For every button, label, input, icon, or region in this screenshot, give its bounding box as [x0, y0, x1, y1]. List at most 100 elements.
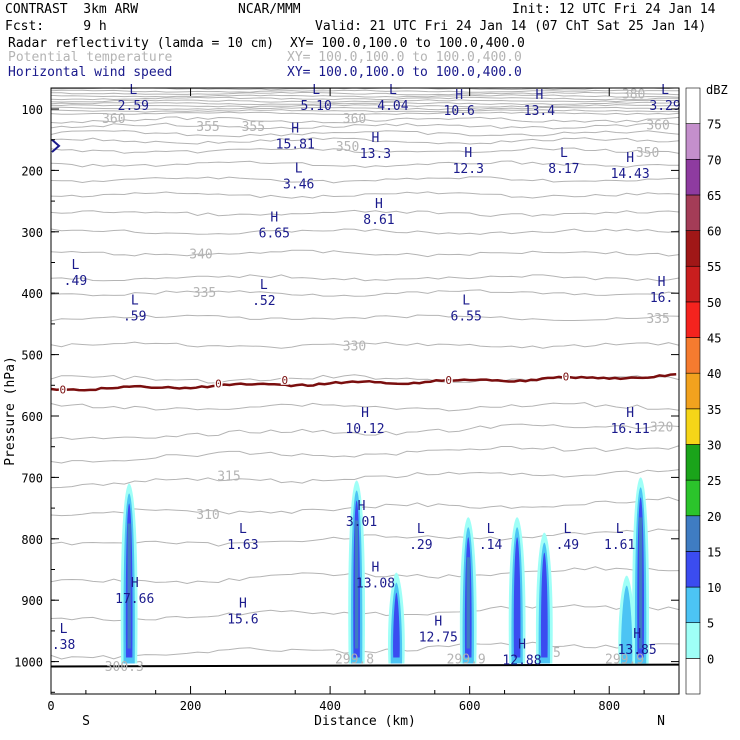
colorbar-label: 40 — [707, 367, 721, 381]
freezing-label-bg — [444, 373, 453, 385]
wind-extremum: H13.3 — [360, 131, 391, 162]
wind-extremum-value: .29 — [409, 538, 432, 553]
wind-extremum-type: L — [129, 83, 137, 98]
theta-contour — [51, 80, 679, 82]
model-source: NCAR/MMM — [238, 2, 301, 17]
reflectivity-cell — [513, 537, 521, 658]
wind-extremum-type: H — [455, 88, 463, 103]
wind-extremum-value: 12.3 — [453, 162, 484, 177]
field-reflectivity-xy: XY= 100.0,100.0 to 100.0,400.0 — [290, 36, 525, 51]
chart-title: CONTRAST 3km ARW — [5, 2, 139, 17]
wind-extremum-value: 1.61 — [604, 538, 635, 553]
colorbar-label: 0 — [707, 652, 714, 666]
colorbar-label: 45 — [707, 332, 721, 346]
field-wind-xy: XY= 100.0,100.0 to 100.0,400.0 — [287, 65, 522, 80]
theta-contour — [51, 496, 679, 517]
wind-extremum-type: L — [260, 278, 268, 293]
wind-extremum-value: 13.4 — [524, 104, 555, 119]
colorbar-swatch — [685, 586, 701, 624]
y-tick-label: 400 — [21, 287, 43, 301]
freezing-label-bg — [58, 383, 67, 395]
theta-label: 360 — [102, 112, 125, 127]
wind-extremum-type: L — [661, 83, 669, 98]
freezing-level-label: 0 — [215, 377, 222, 390]
reflectivity-cell — [634, 487, 647, 664]
wind-extremum: H8.61 — [363, 197, 394, 228]
wind-extremum-value: 12.88 — [502, 653, 541, 668]
wind-extremum-value: .59 — [123, 310, 146, 325]
wind-extremum: L1.61 — [604, 522, 635, 553]
colorbar-label: 70 — [707, 153, 721, 167]
wind-extremum-type: H — [518, 637, 526, 652]
theta-contour — [51, 147, 679, 154]
wind-extremum-type: H — [375, 197, 383, 212]
freezing-level-label: 0 — [60, 384, 67, 397]
colorbar-label: 60 — [707, 225, 721, 239]
theta-contour — [51, 289, 679, 297]
plot-frame — [50, 87, 680, 695]
reflectivity-cell — [538, 542, 551, 664]
wind-extremum-type: H — [131, 576, 139, 591]
reflectivity-cell — [508, 517, 526, 664]
wind-extremum-value: .38 — [52, 638, 75, 653]
theta-contour — [51, 106, 679, 111]
theta-label: 320 — [650, 420, 673, 435]
reflectivity-cell — [355, 520, 359, 649]
theta-contour — [51, 528, 679, 547]
direction-north: N — [657, 714, 665, 729]
colorbar-label: 10 — [707, 581, 721, 595]
theta-contour — [51, 314, 679, 322]
x-tick-label: 0 — [47, 699, 54, 713]
colorbar-swatch — [685, 230, 701, 267]
wind-extremum: L3.46 — [283, 162, 314, 193]
wind-extremum: L.14 — [479, 522, 503, 553]
wind-extremum-value: 3.29 — [649, 99, 680, 114]
wind-extremum: H16.11 — [611, 406, 650, 437]
wind-extremum: L8.17 — [548, 146, 579, 177]
wind-extremum-value: 5.10 — [300, 99, 331, 114]
wind-extremum: L.59 — [123, 294, 146, 325]
field-wind-label: Horizontal wind speed — [8, 65, 173, 80]
wind-extremum-value: .14 — [479, 538, 503, 553]
wind-extremum-value: 13.08 — [356, 577, 395, 592]
colorbar: 0 5 10 15 20 25 30 35 40 45 50 55 60 65 70 75 dBZ — [685, 83, 728, 695]
colorbar-swatch — [685, 123, 701, 160]
wind-extremum-value: 10.6 — [444, 104, 475, 119]
x-tick-label: 800 — [598, 699, 620, 713]
wind-extremum: H10.12 — [345, 406, 384, 437]
wind-extremum-value: .52 — [252, 294, 275, 309]
wind-extremum-value: 4.04 — [377, 99, 408, 114]
y-tick-label: 700 — [21, 471, 43, 485]
theta-label: 360 — [343, 112, 366, 127]
wind-extremum-type: L — [417, 522, 425, 537]
colorbar-label: 5 — [707, 617, 714, 631]
forecast-hour: Fcst: 9 h — [5, 19, 107, 34]
wind-extremum-value: .49 — [556, 538, 579, 553]
y-tick-label: 200 — [21, 164, 43, 178]
wind-extremum-value: 14.43 — [611, 167, 650, 182]
theta-contour — [51, 160, 679, 168]
theta-contour — [51, 341, 679, 349]
plot-background — [51, 88, 679, 694]
theta-contour — [51, 122, 679, 130]
wind-extremum: L6.55 — [451, 294, 482, 325]
theta-contour — [51, 641, 679, 660]
theta-label: 310 — [196, 508, 219, 523]
theta-contour — [51, 402, 679, 412]
colorbar-swatch — [685, 515, 701, 552]
wind-extremum-value: 16.11 — [611, 422, 650, 437]
theta-contour — [51, 83, 679, 85]
reflectivity-cell — [120, 483, 138, 664]
colorbar-title: dBZ — [706, 83, 728, 97]
wind-extremum-type: L — [239, 522, 247, 537]
wind-extremum: L.52 — [252, 278, 275, 309]
theta-label: 300.3 — [105, 660, 144, 675]
freezing-level-line — [51, 373, 677, 392]
wind-extremum-type: L — [616, 522, 624, 537]
theta-contour — [51, 101, 679, 106]
wind-extremum-type: H — [372, 131, 380, 146]
wind-extremum: L4.04 — [377, 83, 408, 114]
reflectivity-cell — [393, 592, 400, 658]
colorbar-label: 25 — [707, 474, 721, 488]
